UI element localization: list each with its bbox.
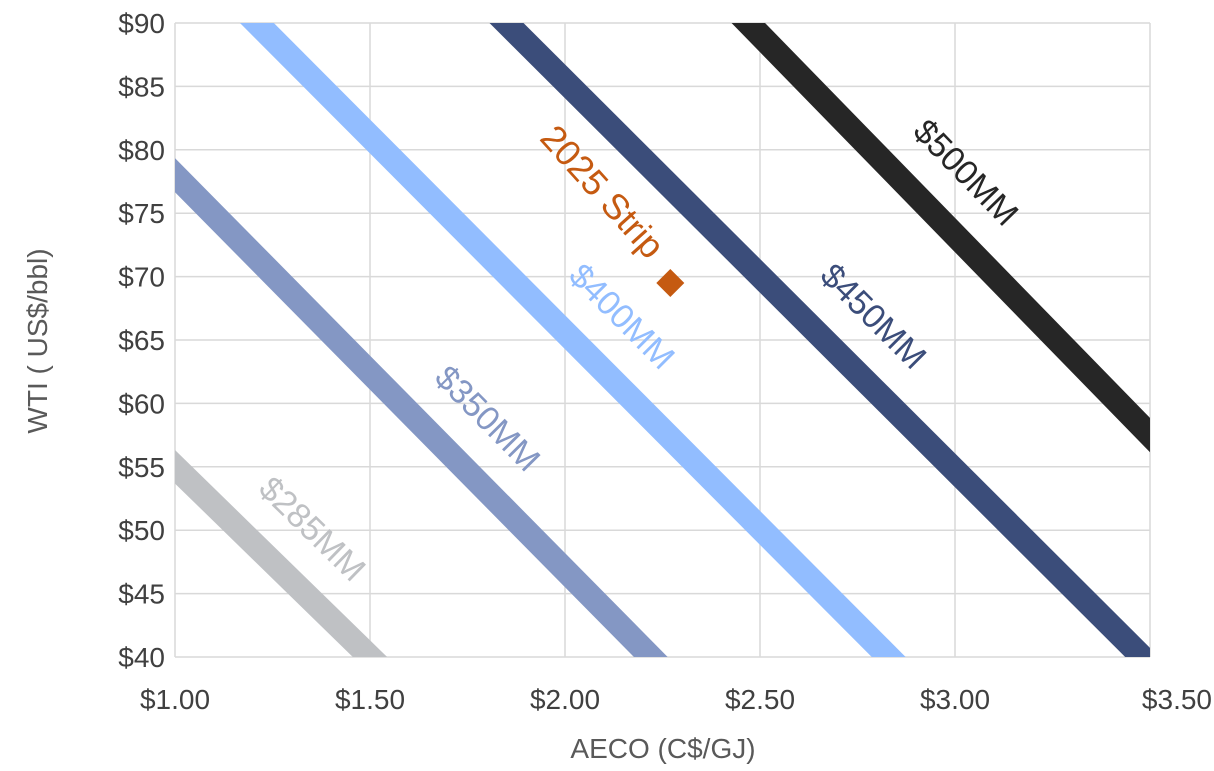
y-tick-label: $90 [118, 8, 165, 39]
x-tick-label: $1.00 [140, 684, 210, 715]
y-tick-label: $55 [118, 452, 165, 483]
point-label-2025-strip: 2025 Strip [533, 117, 673, 266]
x-axis-title: AECO (C$/GJ) [570, 733, 755, 764]
y-tick-label: $50 [118, 515, 165, 546]
contour-lines [175, 23, 1150, 657]
data-points: 2025 Strip [533, 117, 685, 297]
y-tick-label: $60 [118, 388, 165, 419]
point-2025-strip [656, 268, 685, 297]
y-tick-label: $65 [118, 325, 165, 356]
x-tick-label: $1.50 [335, 684, 405, 715]
y-axis-title: WTI ( US$/bbl) [22, 248, 53, 433]
y-tick-label: $75 [118, 198, 165, 229]
y-tick-label: $85 [118, 71, 165, 102]
y-tick-label: $45 [118, 579, 165, 610]
y-axis-ticks: $40 $45 $50 $55 $60 $65 $70 $75 $80 $85 $90 [118, 8, 165, 673]
series-line-400mm [239, 23, 906, 657]
x-tick-label: $3.00 [920, 684, 990, 715]
x-tick-label: $3.50 [1142, 684, 1212, 715]
x-tick-label: $2.50 [725, 684, 795, 715]
series-line-450mm [489, 23, 1150, 657]
x-tick-label: $2.00 [530, 684, 600, 715]
y-tick-label: $80 [118, 135, 165, 166]
series-line-285mm [175, 450, 388, 657]
series-line-500mm [731, 23, 1150, 453]
series-line-350mm [175, 158, 668, 657]
x-axis-ticks: $1.00 $1.50 $2.00 $2.50 $3.00 $3.50 [140, 684, 1212, 715]
y-tick-label: $70 [118, 262, 165, 293]
y-tick-label: $40 [118, 642, 165, 673]
